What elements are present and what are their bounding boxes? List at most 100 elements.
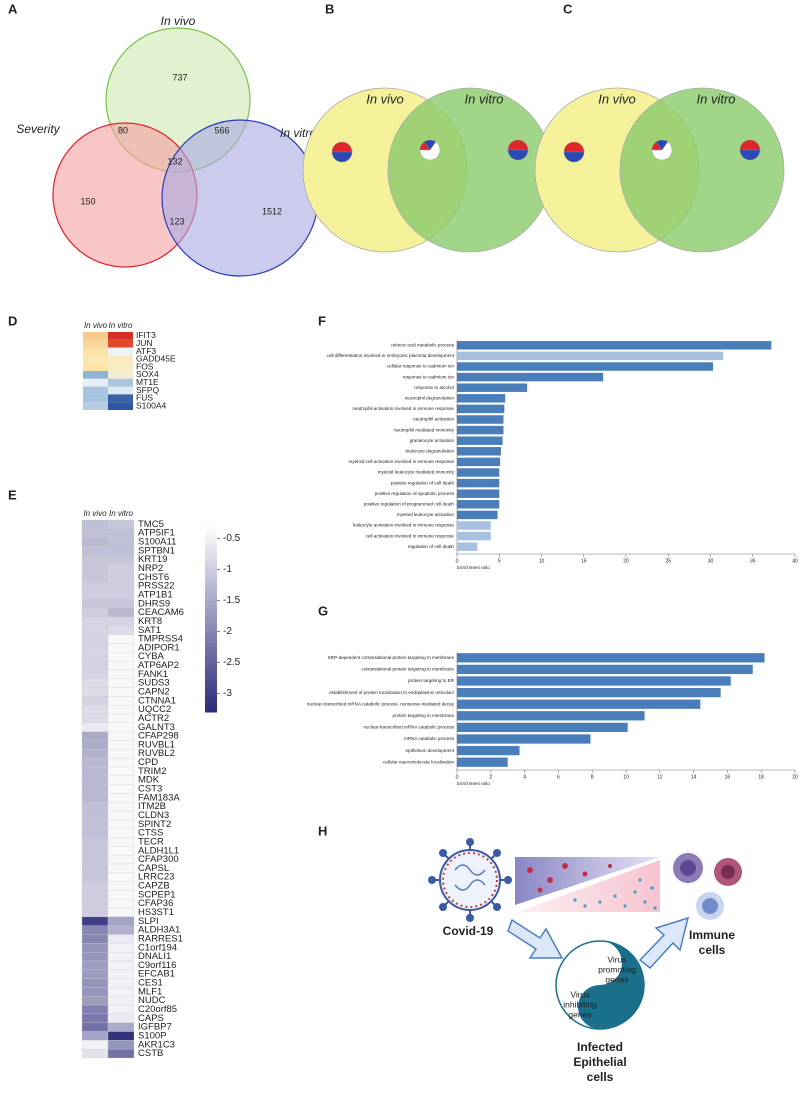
heatmap-cell bbox=[83, 378, 108, 387]
heatmap-cell bbox=[107, 925, 135, 935]
bar bbox=[457, 653, 765, 663]
heatmap-cell bbox=[107, 837, 135, 847]
heatmap-cell bbox=[107, 625, 135, 635]
row-label: ADIPOR1 bbox=[138, 642, 180, 653]
heatmap-cell bbox=[81, 634, 109, 644]
bar bbox=[457, 500, 500, 509]
row-label: LRRC23 bbox=[138, 872, 174, 883]
column-label: In vitro bbox=[109, 509, 134, 518]
row-label: SAT1 bbox=[138, 625, 161, 636]
heatmap-cell bbox=[81, 590, 109, 600]
region-count: 123 bbox=[169, 216, 184, 226]
colorbar-step bbox=[205, 684, 217, 690]
colorbar-step bbox=[205, 600, 217, 606]
heatmap-cell bbox=[81, 625, 109, 635]
row-label: ATP1B1 bbox=[138, 589, 173, 600]
heatmap-cell bbox=[107, 1031, 135, 1041]
bar bbox=[457, 699, 701, 709]
heatmap-cell bbox=[81, 616, 109, 626]
immune-cell-nucleus bbox=[702, 898, 718, 914]
bar bbox=[457, 734, 591, 744]
heatmap-cell bbox=[107, 687, 135, 697]
row-label: C20orf85 bbox=[138, 1004, 177, 1015]
virus-spikes bbox=[428, 838, 512, 922]
category-label: cotranslational protein targeting to mem… bbox=[362, 667, 455, 672]
category-label: myeloid leukocyte activation bbox=[397, 512, 455, 517]
colorbar-step bbox=[205, 660, 217, 666]
colorbar-step bbox=[205, 665, 217, 671]
heatmap-cell bbox=[81, 599, 109, 609]
heatmap-cell bbox=[107, 634, 135, 644]
heatmap-cell bbox=[107, 581, 135, 591]
heatmap-cell bbox=[81, 846, 109, 856]
yin-yang-dot bbox=[595, 958, 605, 968]
heatmap-cell bbox=[81, 669, 109, 679]
row-label: SPINT2 bbox=[138, 819, 171, 830]
row-label: CFAP300 bbox=[138, 854, 179, 865]
pie-slice bbox=[739, 149, 761, 161]
heatmap-cell bbox=[81, 899, 109, 909]
virus-gradient bbox=[515, 857, 660, 905]
row-label: ALDH1L1 bbox=[138, 845, 179, 856]
x-tick-label: 25 bbox=[665, 558, 671, 564]
diagram-text: Virus bbox=[570, 989, 589, 999]
heatmap-cell bbox=[107, 696, 135, 706]
pie-slice bbox=[739, 139, 761, 151]
heatmap-cell bbox=[107, 555, 135, 565]
bar bbox=[457, 394, 506, 403]
bar bbox=[457, 415, 504, 424]
bar bbox=[457, 478, 500, 488]
colorbar-tick-label: -0.5 bbox=[223, 533, 241, 544]
diagram-text: Infected bbox=[577, 1040, 623, 1054]
pie-slice bbox=[331, 141, 353, 153]
heatmap-cell bbox=[107, 863, 135, 873]
heatmap-cell bbox=[81, 952, 109, 962]
heatmap-cell bbox=[81, 969, 109, 979]
colorbar-step bbox=[205, 563, 217, 569]
row-label: RUVBL1 bbox=[138, 739, 175, 750]
heatmap-cell bbox=[107, 969, 135, 979]
pie-slice bbox=[563, 151, 585, 163]
heatmap-cell bbox=[107, 643, 135, 653]
category-label: neutrophil degranulation bbox=[405, 396, 455, 401]
row-label: TMPRSS4 bbox=[138, 634, 183, 645]
colorbar-step bbox=[205, 609, 217, 615]
row-label: ATP6AP2 bbox=[138, 660, 179, 671]
blue-dots bbox=[573, 878, 657, 910]
heatmap-cell bbox=[107, 793, 135, 803]
heatmap-cell bbox=[107, 740, 135, 750]
row-label: SLPI bbox=[138, 916, 159, 927]
colorbar-step bbox=[205, 595, 217, 601]
heatmap-cell bbox=[107, 916, 135, 926]
colorbar-tick-label: -2.5 bbox=[223, 657, 241, 668]
category-label: regulation of cell death bbox=[408, 544, 455, 549]
heatmap-cell bbox=[107, 810, 135, 821]
colorbar-step bbox=[205, 632, 217, 639]
heatmap-cell bbox=[108, 332, 133, 340]
x-tick-label: 14 bbox=[691, 774, 697, 780]
category-label: leukocyte degranulation bbox=[405, 449, 454, 454]
row-label: TMC5 bbox=[138, 519, 164, 530]
heatmap-cell bbox=[81, 563, 109, 574]
panel-label: H bbox=[318, 823, 327, 838]
row-label: C1orf194 bbox=[138, 942, 177, 953]
x-tick-label: 10 bbox=[623, 774, 629, 780]
colorbar-step bbox=[205, 567, 217, 573]
heatmap-cell bbox=[107, 731, 135, 741]
row-label: SOX4 bbox=[136, 369, 159, 379]
heatmap-cell bbox=[107, 749, 135, 759]
heatmap-cell bbox=[107, 934, 135, 944]
arrow bbox=[507, 918, 564, 959]
x-tick-label: 4 bbox=[523, 774, 526, 780]
colorbar-step bbox=[205, 549, 217, 555]
row-label: GADD45E bbox=[136, 354, 176, 364]
heatmap-cell bbox=[81, 731, 109, 741]
colorbar-step bbox=[205, 656, 217, 662]
heatmap-cell bbox=[81, 907, 109, 918]
yin-yang-dark bbox=[578, 941, 644, 1029]
x-tick-label: 12 bbox=[657, 774, 663, 780]
row-label: CTNNA1 bbox=[138, 695, 176, 706]
bar bbox=[457, 383, 528, 392]
colorbar-tick-label: -1 bbox=[223, 564, 232, 575]
